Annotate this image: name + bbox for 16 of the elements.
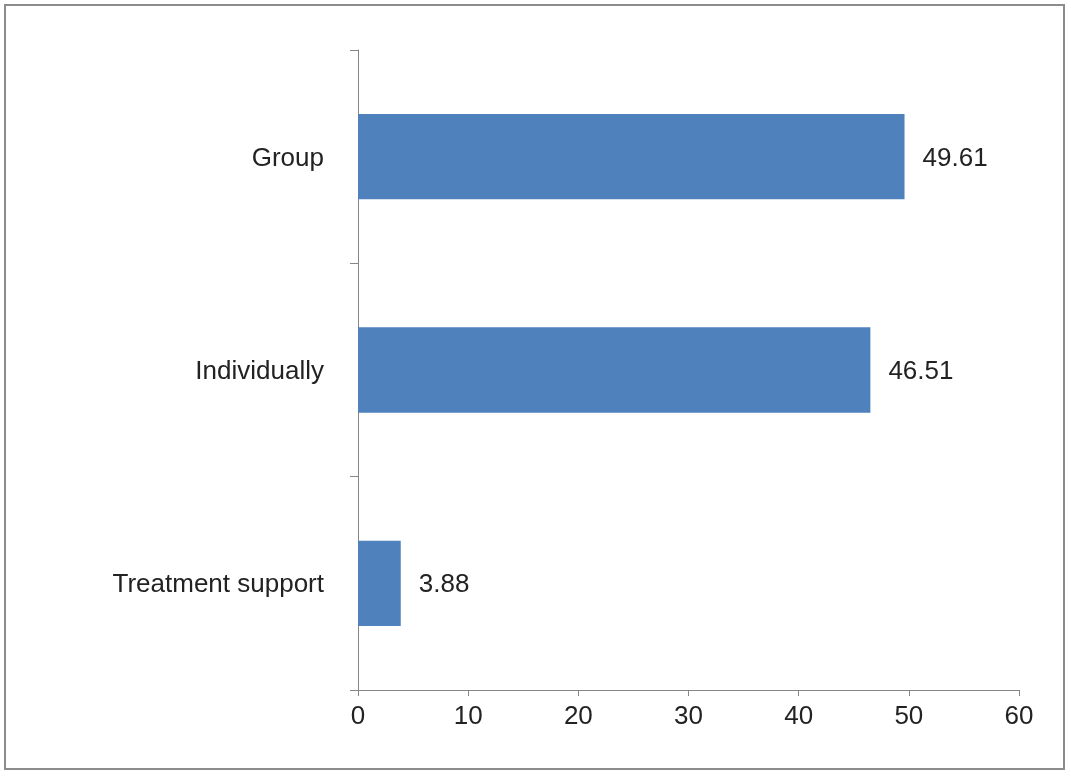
bar [358,540,401,626]
y-tick-label: Treatment support [112,568,325,599]
data-label: 3.88 [418,568,470,599]
y-tick-label: Individually [195,355,324,385]
x-tick-label: 60 [1004,700,1034,730]
x-tick-label: 10 [453,700,483,730]
x-tick-label: 30 [674,700,703,730]
x-tick-label: 50 [894,700,924,730]
x-tick-label: 20 [563,700,593,730]
y-tick-label: Group [251,141,324,172]
data-label: 49.61 [922,141,988,172]
bar [358,327,871,413]
data-label: 46.51 [888,355,954,385]
x-tick-label: 40 [784,700,814,730]
bar [358,114,905,200]
x-tick-label: 0 [350,700,366,730]
